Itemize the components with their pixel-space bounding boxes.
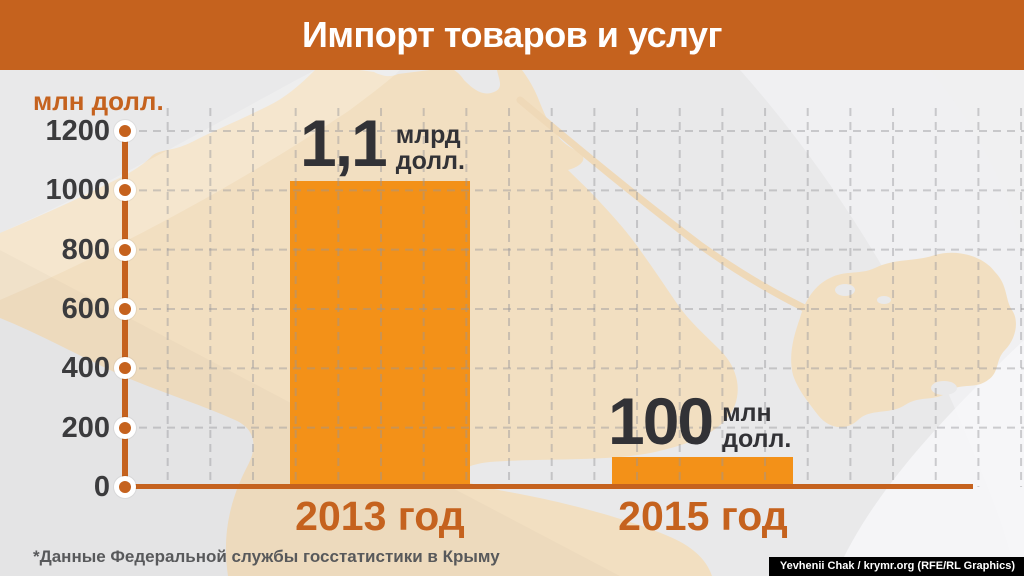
category-label-2013: 2013 год xyxy=(295,493,465,539)
y-axis-tick-marker xyxy=(114,476,136,498)
y-axis-unit-label: млн долл. xyxy=(33,86,164,116)
value-unit-line1: млрд xyxy=(395,121,461,149)
y-axis-tick-marker xyxy=(114,179,136,202)
y-axis-tick-marker xyxy=(114,298,136,320)
y-axis-tick-label: 1000 xyxy=(45,174,110,207)
value-big-2013: 1,1 xyxy=(300,106,388,180)
title-bar: Импорт товаров и услуг xyxy=(0,0,1024,70)
y-axis-tick-marker xyxy=(114,120,136,142)
background-swirl xyxy=(740,70,1024,576)
tick-marker-core xyxy=(119,362,131,375)
background-swirl xyxy=(930,70,1024,260)
bar-2015 xyxy=(612,457,793,487)
value-unit-line1: млн xyxy=(722,399,772,427)
page-title: Импорт товаров и услуг xyxy=(301,14,723,55)
bar-2013 xyxy=(290,181,470,487)
tick-marker-core xyxy=(119,421,131,434)
y-axis-tick-marker xyxy=(114,238,136,261)
x-axis-line xyxy=(122,484,973,489)
background-swirl xyxy=(835,340,1024,576)
kerch-peninsula xyxy=(791,252,1016,428)
tick-marker-core xyxy=(119,303,131,315)
value-big-2015: 100 xyxy=(608,384,714,458)
value-unit-line2: долл. xyxy=(395,147,465,175)
credit-badge: Yevhenii Chak / krymr.org (RFE/RL Graphi… xyxy=(768,557,1024,576)
category-label-2015: 2015 год xyxy=(618,493,788,539)
tick-marker-core xyxy=(119,184,131,197)
y-axis-tick-marker xyxy=(114,357,136,380)
value-unit-2013: млрд долл. xyxy=(396,110,465,176)
sivash-lake xyxy=(877,296,891,304)
y-axis-tick-marker xyxy=(114,416,136,439)
y-axis-tick-label: 0 xyxy=(93,471,110,503)
y-axis-tick-label: 400 xyxy=(61,352,110,385)
value-unit-line2: долл. xyxy=(722,425,792,453)
sivash-lake xyxy=(835,284,855,296)
value-label-2015: 100 млн долл. xyxy=(608,388,791,454)
source-footnote: *Данные Федеральной службы госстатистики… xyxy=(33,547,500,566)
y-axis-tick-label: 200 xyxy=(61,411,110,444)
tick-marker-core xyxy=(119,125,131,137)
y-axis-tick-label: 1200 xyxy=(45,115,110,147)
tick-marker-core xyxy=(119,481,131,493)
value-unit-2015: млн долл. xyxy=(722,388,791,454)
coast-highlight xyxy=(0,70,400,300)
y-axis-tick-label: 800 xyxy=(61,233,110,266)
y-axis-tick-label: 600 xyxy=(61,293,110,325)
tick-marker-core xyxy=(119,243,131,256)
coastal-inlet xyxy=(931,381,957,395)
value-label-2013: 1,1 млрд долл. xyxy=(300,110,465,176)
